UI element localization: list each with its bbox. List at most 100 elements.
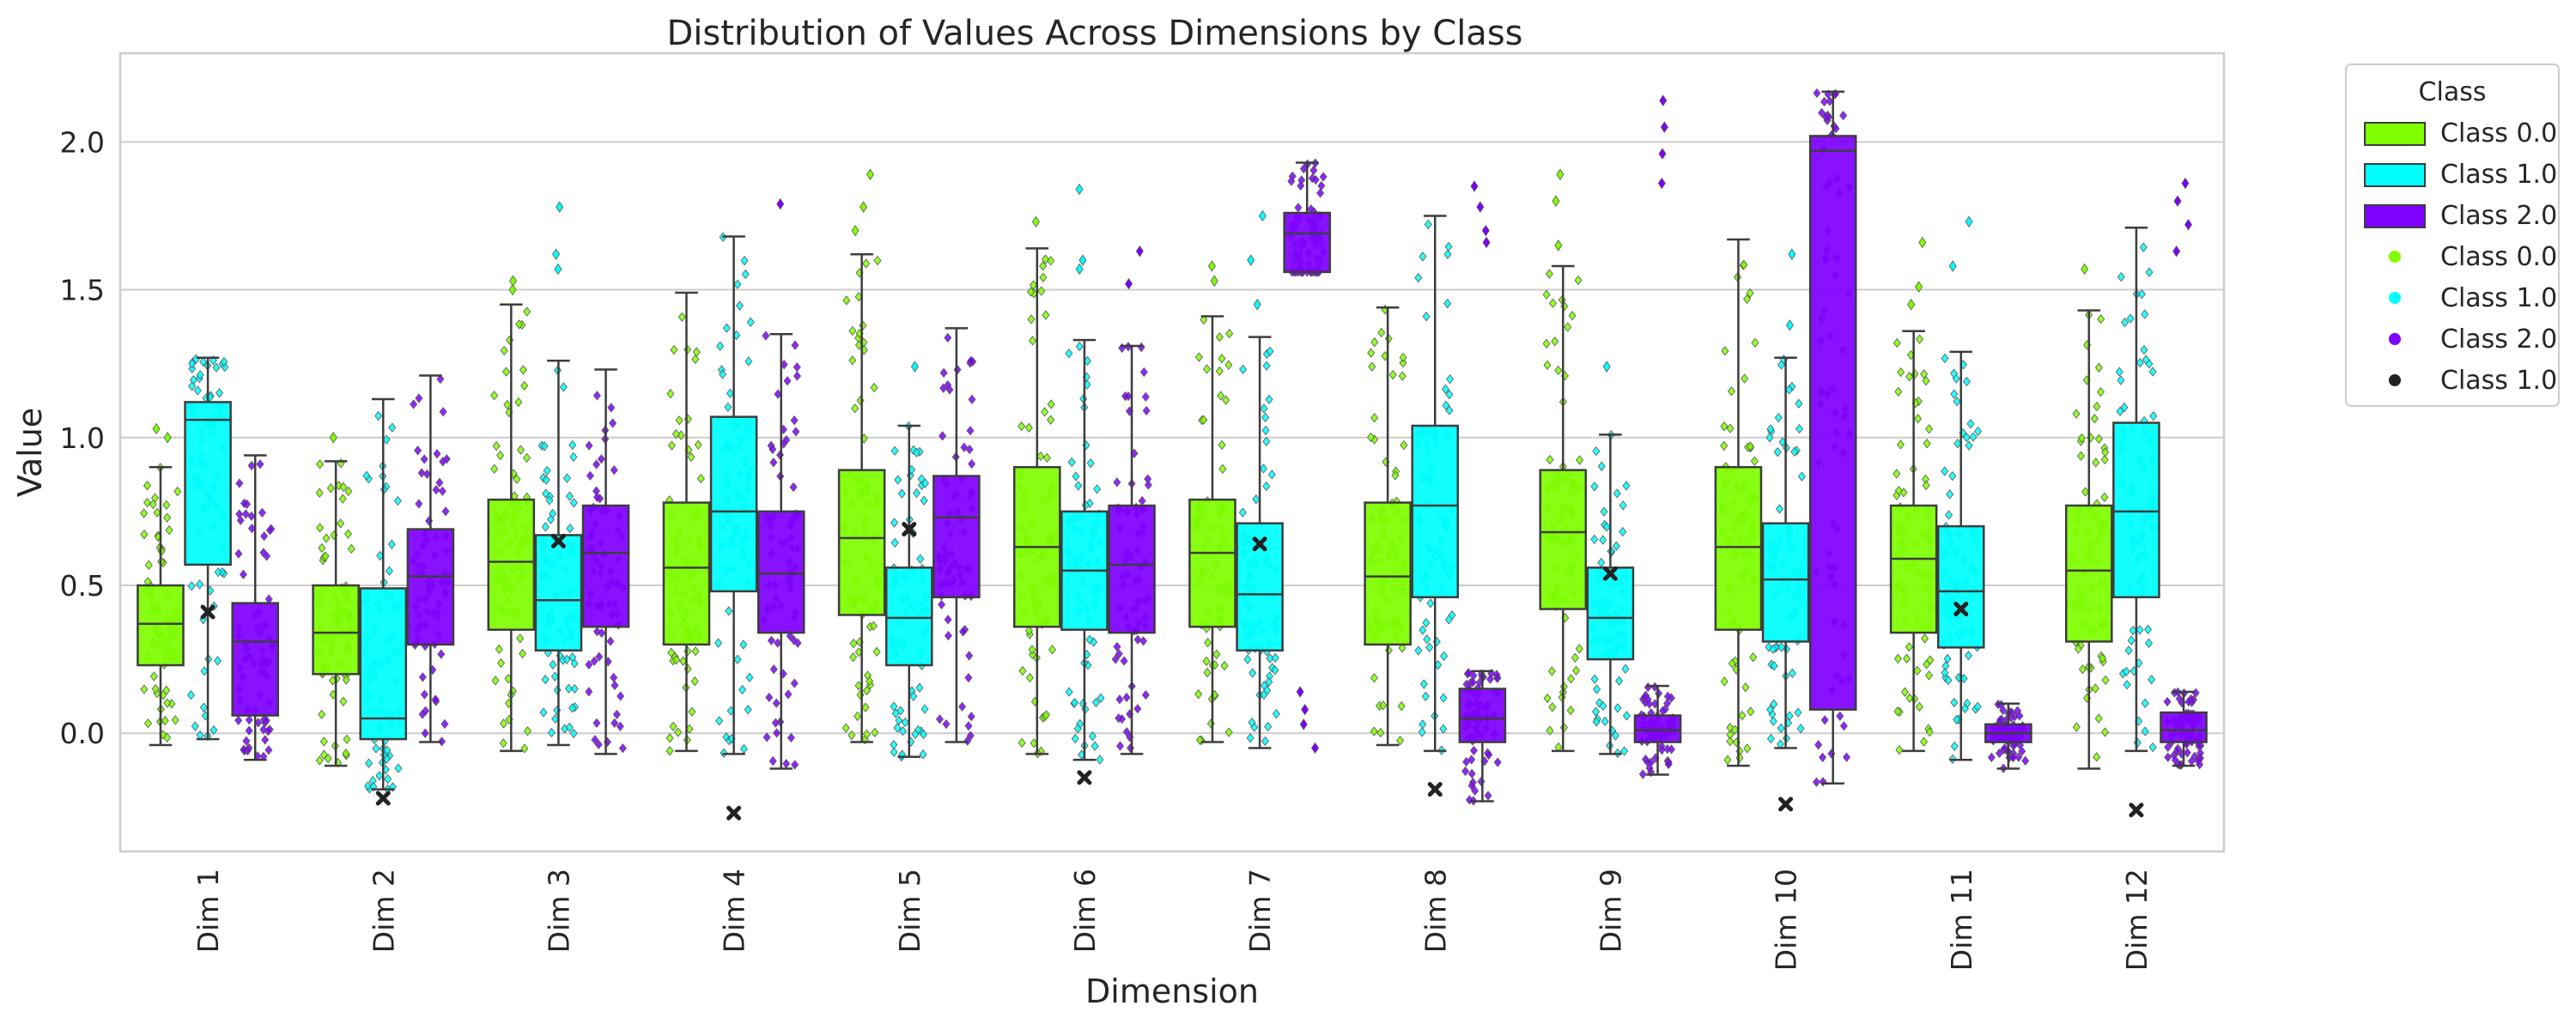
strip-point [1141,391,1150,403]
legend-point-swatch [2389,333,2401,345]
strip-point [440,718,449,730]
strip-point [2011,711,2020,722]
strip-point [1220,660,1229,671]
strip-point [935,714,944,724]
strip-point [1943,653,1952,664]
strip-point [1485,674,1495,684]
strip-point [1925,727,1934,737]
strip-point [1142,405,1151,416]
strip-point [1950,389,1959,399]
strip-point [543,465,551,476]
strip-point [2142,354,2150,365]
strip-point [1485,749,1493,760]
strip-point [140,530,149,540]
strip-point [1065,687,1073,697]
strip-point [1962,376,1971,387]
strip-point [1769,644,1777,654]
strip-point [745,672,754,682]
strip-point [1720,421,1728,432]
strip-point [1922,376,1930,386]
strip-point [1923,659,1931,670]
strip-point [1029,336,1037,346]
strip-point [245,715,253,725]
strip-point [2101,447,2110,457]
strip-point [866,676,874,687]
strip-point [912,488,920,499]
strip-point [2078,664,2087,675]
strip-point [1547,666,1556,676]
strip-point [1788,668,1796,678]
outlier-point [1135,245,1144,258]
strip-point [1469,745,1478,756]
strip-point [415,499,423,509]
strip-point [618,743,627,754]
strip-point [1414,645,1423,656]
strip-point [1726,423,1735,433]
strip-point [1399,358,1407,368]
strip-point [1133,704,1142,714]
strip-point [245,725,253,736]
strip-point [1794,707,1802,718]
strip-point [672,655,681,665]
strip-point [1042,710,1050,720]
strip-point [939,431,947,441]
plot-area [118,52,2226,853]
strip-point [790,678,799,688]
strip-point [2094,433,2103,444]
strip-point [1288,171,1297,182]
strip-point [2164,742,2172,753]
strip-point [1572,665,1581,676]
strip-point [1047,415,1055,425]
strip-point [1028,645,1036,655]
strip-point [1047,399,1055,409]
strip-point [944,630,952,641]
strip-point [1121,391,1130,402]
strip-point [1896,439,1905,450]
outlier-point [163,432,172,444]
strip-point [393,495,402,506]
strip-point [1601,716,1609,726]
strip-point [2018,746,2026,756]
strip-point [1260,689,1268,700]
legend-title: Class [2419,77,2487,107]
strip-point [213,656,222,666]
strip-point [1492,670,1501,680]
strip-point [1271,665,1279,676]
strip-point [670,345,678,355]
strip-point [1622,711,1631,721]
strip-point [344,486,353,497]
strip-point [690,676,699,687]
strip-point [1467,754,1476,765]
strip-point [1590,674,1599,684]
strip-point [239,569,247,579]
mean-marker [1602,566,1618,581]
strip-point [499,738,507,748]
strip-point [1796,724,1805,734]
strip-point [898,726,907,736]
mean-marker [200,604,216,620]
strip-point [339,696,348,706]
strip-point [1072,471,1080,482]
strip-point [319,736,328,747]
outlier-point [1965,215,1973,228]
strip-point [1640,692,1649,702]
strip-point [1915,701,1923,712]
strip-point [1484,791,1492,801]
strip-point [1542,289,1551,300]
outlier-point [1078,254,1087,266]
strip-point [1113,641,1121,652]
strip-point [1037,286,1046,296]
strip-point [1893,337,1901,348]
strip-point [2077,433,2086,444]
strip-point [1795,398,1803,409]
outlier-point [851,224,860,237]
strip-point [917,474,926,484]
strip-point [2098,653,2107,663]
strip-point [960,442,969,452]
strip-point [585,687,593,697]
strip-point [2144,624,2153,635]
strip-point [793,371,801,381]
strip-point [591,735,599,745]
strip-point [2091,683,2099,694]
strip-point [667,440,676,451]
